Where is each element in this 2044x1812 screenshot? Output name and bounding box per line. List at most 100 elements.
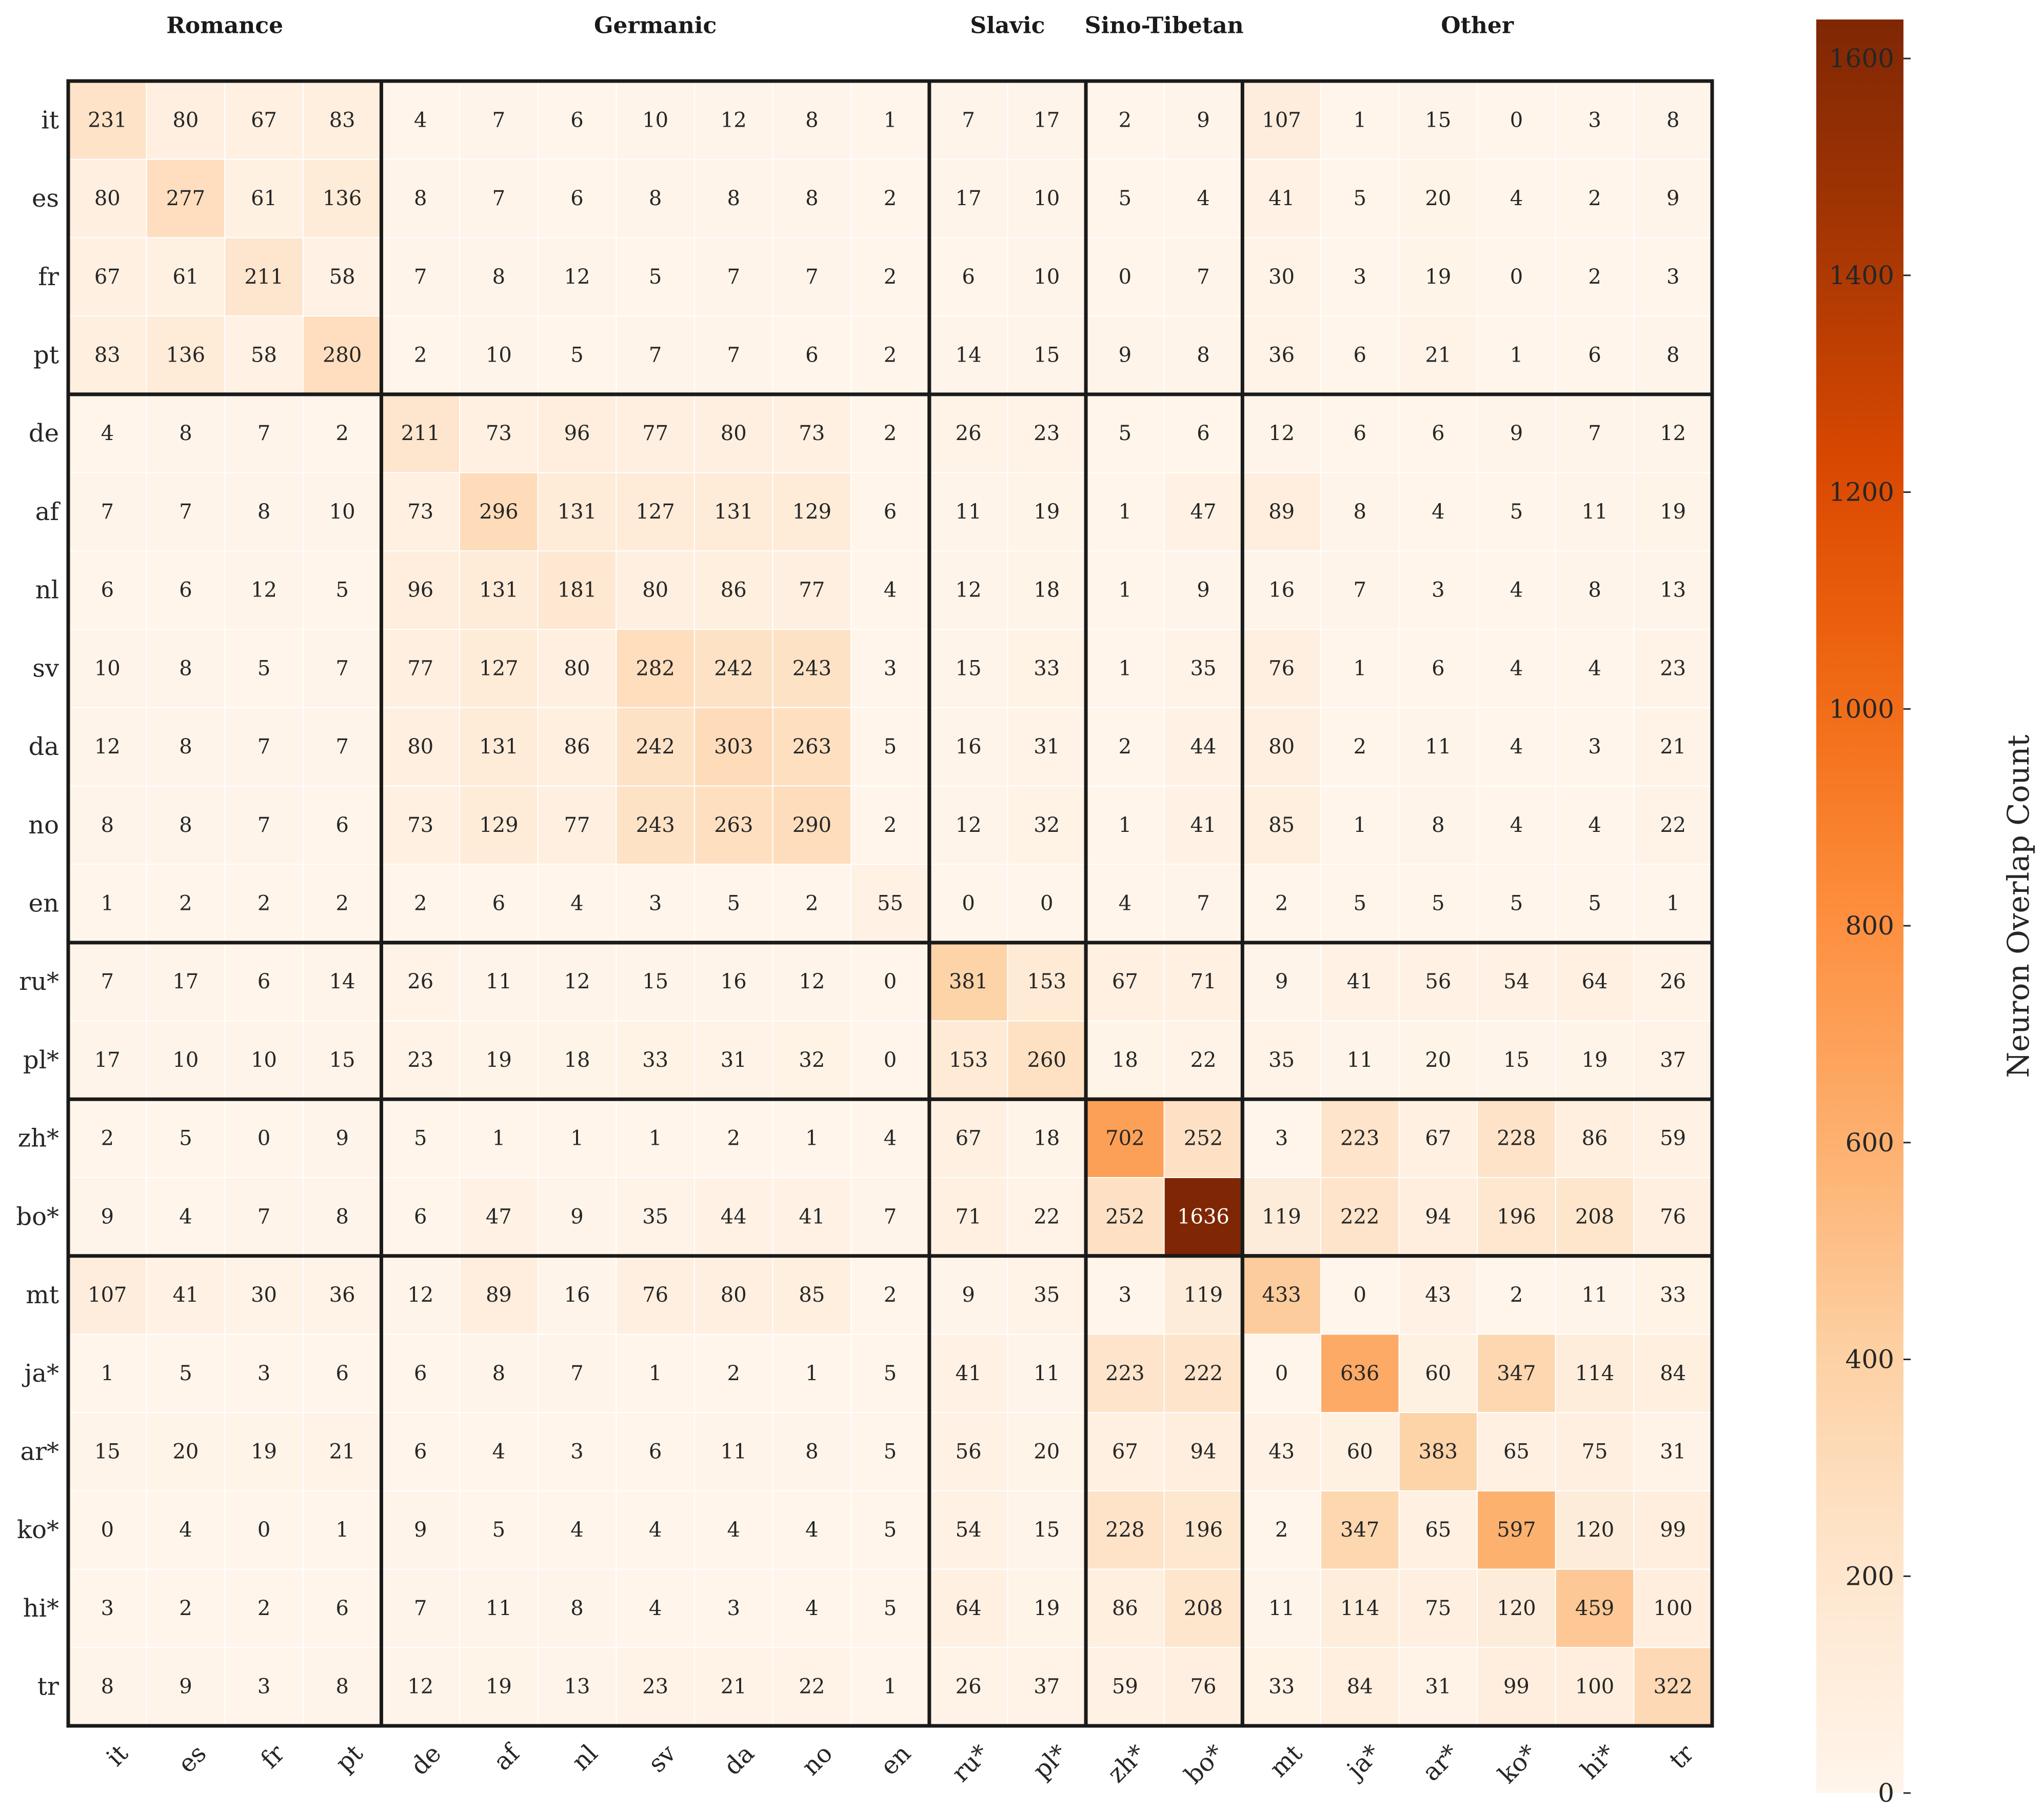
cell-value-label: 11 — [1425, 735, 1451, 759]
cell-value-label: 80 — [721, 422, 747, 445]
row-tick-label: ar* — [20, 1438, 59, 1466]
cell-value-label: 18 — [1112, 1048, 1138, 1072]
cell-value-label: 1 — [1666, 892, 1679, 915]
cell-value-label: 290 — [792, 813, 831, 837]
heatmap-cell — [224, 472, 304, 552]
cell-value-label: 2 — [1510, 1283, 1523, 1307]
cell-value-label: 100 — [1654, 1597, 1693, 1620]
heatmap-cell — [1398, 1412, 1478, 1491]
cell-value-label: 8 — [335, 1205, 348, 1228]
cell-value-label: 67 — [1425, 1127, 1451, 1150]
heatmap-cell — [1320, 1568, 1400, 1648]
cell-value-label: 11 — [1268, 1597, 1295, 1620]
column-tick-label: tr — [1664, 1739, 1700, 1775]
cell-value-label: 7 — [492, 108, 505, 132]
cell-value-label: 2 — [335, 422, 348, 445]
heatmap-cell — [537, 1020, 617, 1100]
cell-value-label: 1 — [1119, 813, 1132, 837]
cell-value-label: 60 — [1347, 1440, 1373, 1464]
heatmap-cell — [459, 315, 539, 395]
heatmap-cell — [224, 1177, 304, 1257]
heatmap-cell — [1242, 315, 1321, 395]
cell-value-label: 7 — [1197, 265, 1209, 289]
cell-value-label: 6 — [1353, 344, 1366, 367]
heatmap-cell — [537, 629, 617, 708]
heatmap-cell — [459, 1568, 539, 1648]
heatmap-cell — [1477, 785, 1556, 865]
cell-value-label: 5 — [414, 1127, 427, 1150]
cell-value-label: 16 — [564, 1283, 590, 1307]
heatmap-cell — [1477, 1647, 1556, 1726]
cell-value-label: 131 — [714, 500, 753, 524]
heatmap-cell — [1163, 472, 1243, 552]
cell-value-label: 7 — [1588, 422, 1601, 445]
cell-value-label: 56 — [956, 1440, 982, 1464]
cell-value-label: 7 — [884, 1205, 897, 1228]
heatmap-cell — [1007, 1647, 1087, 1726]
cell-value-label: 13 — [1660, 579, 1686, 602]
heatmap-cell — [1555, 1333, 1635, 1413]
cell-value-label: 47 — [486, 1205, 512, 1228]
heatmap-cell — [1477, 707, 1556, 787]
heatmap-cell — [1320, 472, 1400, 552]
cell-value-label: 75 — [1425, 1597, 1451, 1620]
heatmap-cell — [1163, 1255, 1243, 1335]
cell-value-label: 153 — [1027, 970, 1066, 993]
row-tick-label: it — [41, 106, 59, 134]
heatmap-cell — [1320, 629, 1400, 708]
heatmap-cell — [1163, 1099, 1243, 1178]
cell-value-label: 41 — [799, 1205, 825, 1228]
heatmap-cell — [1163, 393, 1243, 473]
heatmap-cell — [928, 1568, 1008, 1648]
heatmap-cell — [459, 864, 539, 943]
cell-value-label: 7 — [1353, 579, 1366, 602]
heatmap-cell — [850, 1020, 930, 1100]
cell-value-label: 136 — [166, 344, 205, 367]
cell-value-label: 6 — [414, 1362, 427, 1385]
cell-value-label: 2 — [257, 1597, 270, 1620]
cell-value-label: 99 — [1660, 1518, 1686, 1542]
heatmap-cell — [381, 550, 461, 630]
heatmap-cell — [772, 472, 852, 552]
cell-value-label: 129 — [479, 813, 518, 837]
cell-value-label: 6 — [414, 1440, 427, 1464]
heatmap-cell — [693, 1177, 773, 1257]
cell-value-label: 36 — [1268, 344, 1295, 367]
cell-value-label: 8 — [179, 813, 192, 837]
column-tick-label: mt — [1264, 1739, 1308, 1783]
heatmap-cell — [1007, 472, 1087, 552]
cell-value-label: 9 — [101, 1205, 114, 1228]
heatmap-cell — [616, 1568, 695, 1648]
cell-value-label: 0 — [1510, 108, 1523, 132]
cell-value-label: 76 — [642, 1283, 668, 1307]
heatmap-cell — [459, 707, 539, 787]
cell-value-label: 0 — [884, 970, 897, 993]
cell-value-label: 37 — [1034, 1675, 1060, 1699]
heatmap-cell — [1242, 1333, 1321, 1413]
cell-value-label: 80 — [642, 579, 668, 602]
heatmap-cell — [1007, 629, 1087, 708]
heatmap-cell — [1007, 81, 1087, 160]
heatmap-cell — [381, 81, 461, 160]
cell-value-label: 8 — [414, 187, 427, 210]
cell-value-label: 263 — [714, 813, 753, 837]
heatmap-cell — [616, 1177, 695, 1257]
cell-value-label: 33 — [1034, 656, 1060, 680]
heatmap-cell — [1163, 707, 1243, 787]
cell-value-label: 5 — [179, 1127, 192, 1150]
column-tick-label: ko* — [1493, 1739, 1543, 1789]
cell-value-label: 131 — [479, 735, 518, 759]
cell-value-label: 23 — [642, 1675, 668, 1699]
cell-value-label: 228 — [1497, 1127, 1536, 1150]
cell-value-label: 2 — [1588, 187, 1601, 210]
heatmap-cell — [381, 393, 461, 473]
heatmap-cell — [224, 1412, 304, 1491]
column-tick-label: en — [875, 1739, 917, 1781]
heatmap-cell — [68, 550, 147, 630]
heatmap-cell — [1320, 158, 1400, 238]
heatmap-cell — [224, 785, 304, 865]
heatmap-cell — [146, 1177, 226, 1257]
cell-value-label: 18 — [1034, 1127, 1060, 1150]
cell-value-label: 5 — [1119, 422, 1132, 445]
cell-value-label: 8 — [727, 187, 740, 210]
